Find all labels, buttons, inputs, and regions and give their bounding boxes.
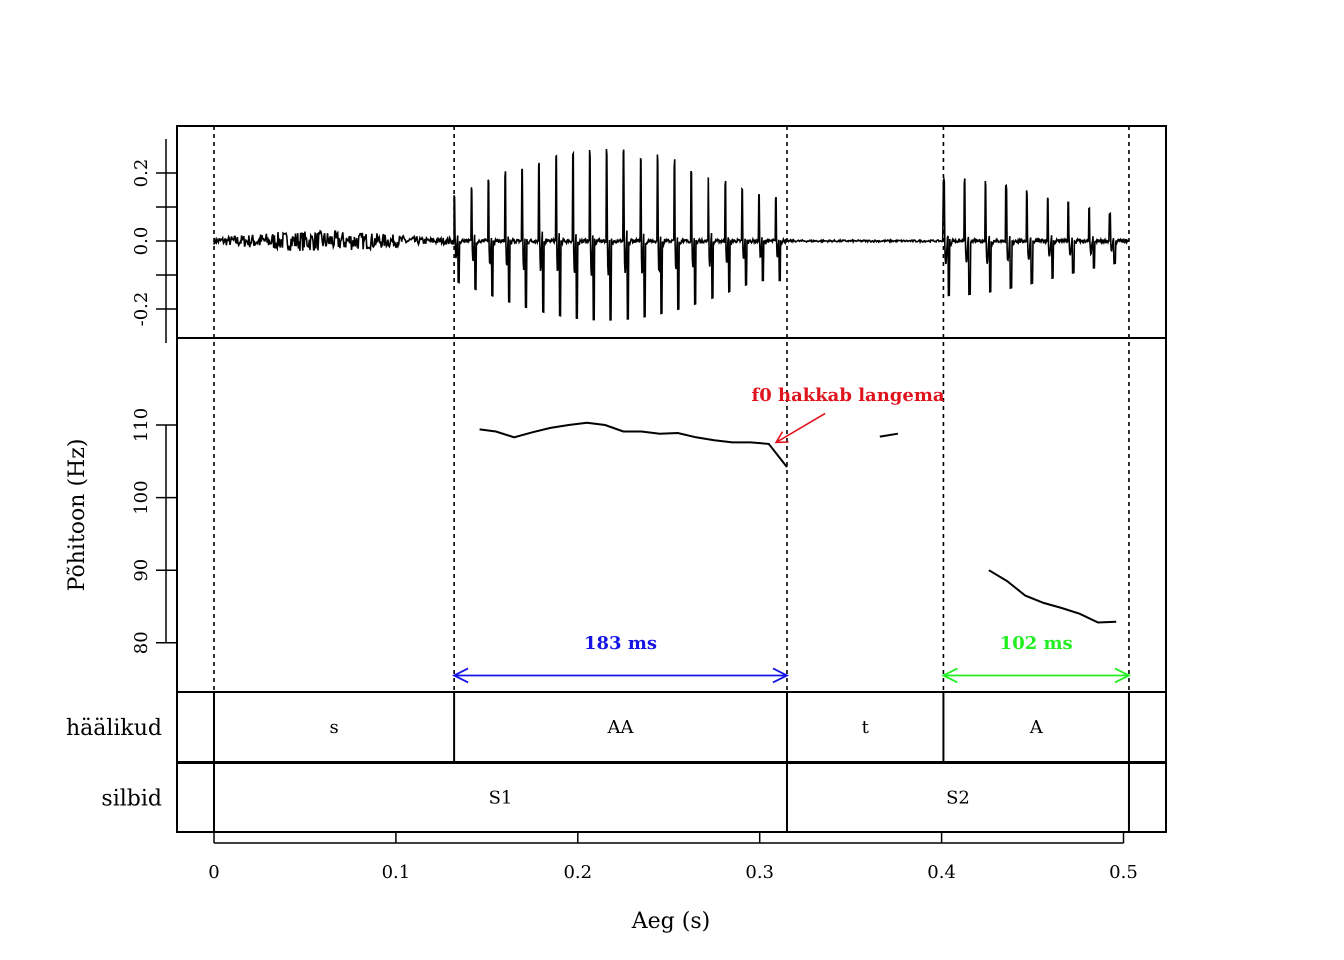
duration-1-arrowhead-left xyxy=(452,667,469,684)
waveform-tick-label-2: 0.2 xyxy=(131,159,152,188)
duration-1-label: 183 ms xyxy=(584,633,657,654)
pitch-tick-label-90: 90 xyxy=(131,559,152,582)
tier-1-segment-S1: S1 xyxy=(489,788,513,809)
tier-1-segment-S2: S2 xyxy=(946,788,970,809)
annotation-f0-label: f0 hakkab langema xyxy=(751,385,944,406)
waveform-trace xyxy=(213,149,1130,321)
tier-name-1: silbid xyxy=(101,787,162,812)
pitch-tick-label-100: 100 xyxy=(131,480,152,514)
tier-0-segment-s: s xyxy=(329,717,338,738)
tier-0-segment-AA: AA xyxy=(607,717,635,738)
boundary-lines xyxy=(213,126,1130,692)
duration-1-arrowhead-right xyxy=(772,667,789,684)
tier-0-segment-t: t xyxy=(862,717,870,738)
waveform-tick-label-0: -0.2 xyxy=(131,292,152,327)
x-tick-label-4: 0.4 xyxy=(927,862,956,883)
x-axis: 0 0.1 0.2 0.3 0.4 0.5 xyxy=(208,832,1138,883)
waveform-tick-label-1: 0.0 xyxy=(131,227,152,256)
pitch-tick-label-80: 80 xyxy=(131,631,152,654)
x-axis-label: Aeg (s) xyxy=(631,909,710,934)
waveform-y-axis: -0.2 0.0 0.2 xyxy=(131,139,177,343)
duration-2-arrowhead-left xyxy=(941,667,958,684)
duration-2-arrowhead-right xyxy=(1114,667,1131,684)
waveform-panel-frame xyxy=(176,125,1167,339)
annotation-f0-arrow xyxy=(774,412,826,444)
pitch-line-f0-S1 xyxy=(479,421,788,468)
duration-2-label: 102 ms xyxy=(1000,633,1073,654)
pitch-axis-label: Põhitoon (Hz) xyxy=(65,439,90,592)
pitch-layer xyxy=(479,421,1117,624)
annotations-layer: f0 hakkab langema 183 ms 102 ms xyxy=(452,385,1131,684)
pitch-y-axis: 80 90 100 110 xyxy=(131,408,177,654)
tier-name-0: häälikud xyxy=(66,716,162,741)
tier-syllables-frame xyxy=(176,762,1167,833)
tier-phones-frame xyxy=(176,691,1167,763)
pitch-tick-label-110: 110 xyxy=(131,408,152,442)
x-tick-label-3: 0.3 xyxy=(745,862,774,883)
x-tick-label-5: 0.5 xyxy=(1109,862,1138,883)
x-tick-label-0: 0 xyxy=(208,862,219,883)
pitch-line-f0-t xyxy=(879,432,899,438)
tier-0-segment-A: A xyxy=(1029,717,1044,738)
waveform-layer xyxy=(213,149,1130,321)
x-tick-label-1: 0.1 xyxy=(382,862,411,883)
x-tick-label-2: 0.2 xyxy=(563,862,592,883)
pitch-line-f0-S2 xyxy=(988,569,1117,624)
